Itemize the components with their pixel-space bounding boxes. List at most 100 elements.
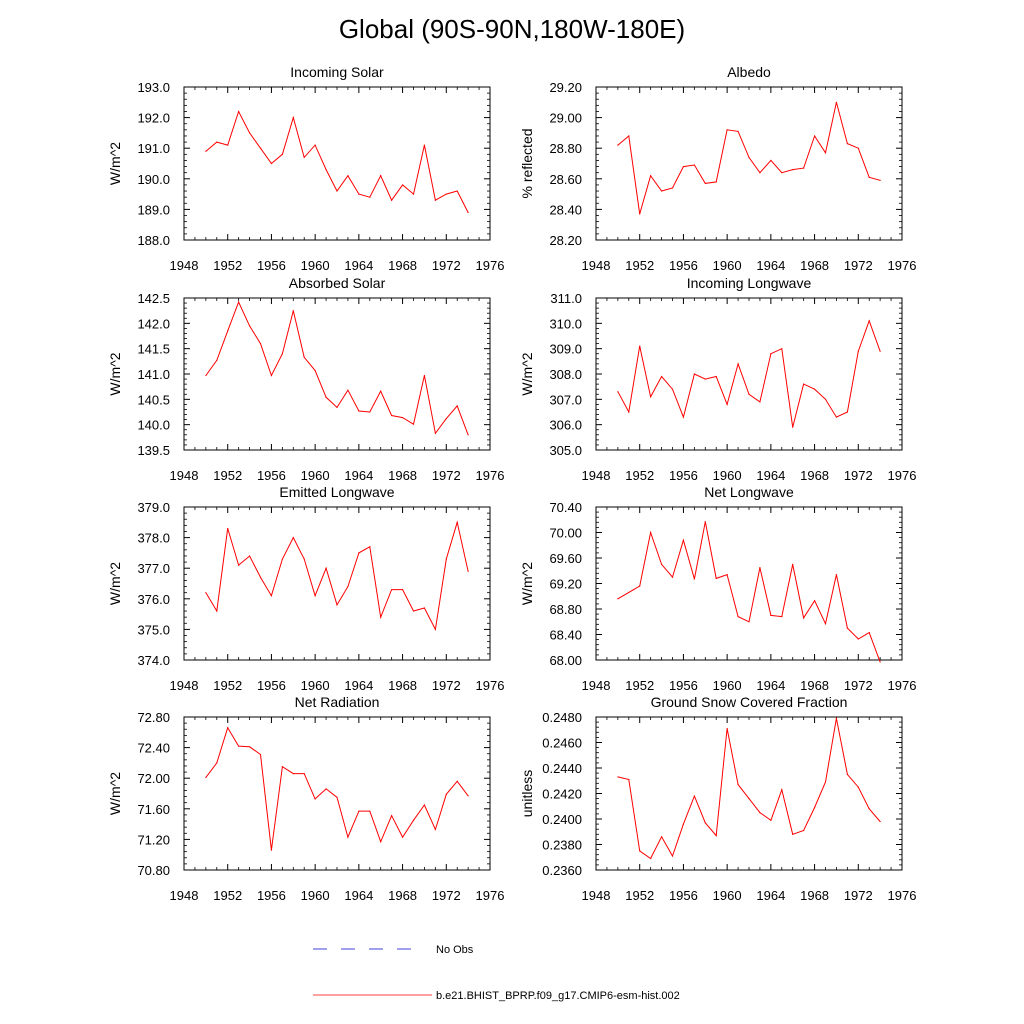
data-point	[369, 196, 371, 198]
y-tick-label: 141.0	[137, 367, 170, 382]
data-point	[445, 793, 447, 795]
data-point	[314, 798, 316, 800]
x-tick-label: 1972	[844, 258, 873, 273]
x-tick-label: 1964	[344, 258, 373, 273]
data-point	[434, 199, 436, 201]
data-point	[748, 798, 750, 800]
data-point	[456, 521, 458, 523]
data-point	[846, 773, 848, 775]
data-point	[380, 175, 382, 177]
data-point	[715, 577, 717, 580]
data-point	[781, 172, 783, 174]
plot-frame	[595, 716, 903, 871]
x-tick-label: 1972	[432, 468, 461, 483]
data-point	[803, 167, 805, 169]
x-tick-label: 1956	[669, 258, 698, 273]
data-point	[423, 374, 426, 377]
data-point	[726, 403, 728, 405]
x-tick-label: 1968	[800, 888, 829, 903]
data-point	[879, 179, 881, 181]
data-point	[423, 804, 426, 806]
data-point	[781, 616, 783, 618]
data-point	[270, 374, 273, 377]
data-point	[248, 325, 251, 327]
x-tick-label: 1972	[432, 258, 461, 273]
data-point	[216, 141, 218, 143]
x-tick-label: 1960	[301, 258, 330, 273]
data-point	[358, 410, 360, 412]
data-point	[238, 564, 240, 566]
data-point	[824, 623, 827, 625]
x-tick-label: 1960	[301, 888, 330, 903]
y-tick-label: 68.00	[549, 653, 582, 668]
y-tick-label: 189.0	[137, 202, 170, 217]
x-tick-label: 1952	[213, 678, 242, 693]
data-point	[639, 345, 641, 347]
data-point	[868, 176, 870, 178]
x-tick-label: 1960	[713, 678, 742, 693]
data-point	[270, 162, 273, 165]
y-tick-label: 69.20	[549, 577, 582, 592]
y-axis-label: W/m^2	[107, 772, 123, 815]
x-tick-label: 1964	[756, 888, 785, 903]
x-tick-label: 1948	[582, 468, 611, 483]
data-point	[391, 589, 393, 591]
data-point	[216, 359, 218, 361]
y-tick-label: 28.40	[549, 202, 582, 217]
data-point	[401, 416, 404, 419]
data-point	[660, 190, 663, 192]
data-point	[639, 585, 641, 587]
y-axis-label: W/m^2	[519, 352, 535, 395]
series-line	[617, 102, 881, 215]
y-tick-label: 142.5	[137, 291, 170, 306]
y-tick-label: 28.60	[549, 172, 582, 187]
data-point	[259, 343, 262, 345]
y-tick-label: 68.80	[549, 602, 582, 617]
data-point	[737, 130, 739, 132]
y-tick-label: 191.0	[137, 141, 170, 156]
y-tick-label: 28.80	[549, 141, 582, 156]
data-point	[358, 552, 360, 554]
x-tick-label: 1952	[213, 888, 242, 903]
data-point	[325, 567, 327, 569]
x-tick-label: 1976	[888, 888, 917, 903]
legend-model-label: b.e21.BHIST_BPRP.f09_g17.CMIP6-esm-hist.…	[436, 990, 680, 1002]
plot-frame	[183, 506, 491, 661]
x-tick-label: 1952	[625, 258, 654, 273]
x-tick-label: 1948	[582, 888, 611, 903]
data-point	[857, 638, 859, 640]
data-point	[693, 795, 695, 797]
x-tick-label: 1964	[756, 258, 785, 273]
plot-frame	[595, 297, 903, 451]
data-point	[380, 390, 382, 392]
data-point	[671, 576, 674, 578]
data-point	[682, 539, 685, 541]
x-tick-label: 1968	[800, 258, 829, 273]
y-tick-label: 0.2460	[542, 736, 582, 751]
y-axis-label: unitless	[519, 770, 535, 817]
data-point	[205, 150, 207, 152]
legend: No Obs b.e21.BHIST_BPRP.f09_g17.CMIP6-es…	[313, 944, 680, 1002]
data-point	[336, 406, 338, 409]
data-point	[704, 378, 706, 380]
chart-title: Ground Snow Covered Fraction	[651, 694, 848, 710]
data-point	[238, 110, 240, 113]
data-point	[628, 778, 630, 781]
y-tick-label: 308.0	[549, 367, 582, 382]
y-tick-label: 0.2400	[542, 812, 582, 827]
data-point	[412, 193, 415, 195]
x-tick-label: 1956	[669, 678, 698, 693]
data-point	[650, 175, 652, 177]
y-axis-label: W/m^2	[107, 562, 123, 605]
y-tick-label: 193.0	[137, 80, 170, 95]
data-point	[314, 369, 316, 372]
data-point	[759, 812, 761, 814]
data-point	[380, 616, 382, 618]
x-tick-label: 1948	[582, 258, 611, 273]
y-tick-label: 140.0	[137, 418, 170, 433]
data-point	[660, 836, 663, 838]
data-point	[391, 414, 393, 417]
legend-obs-label: No Obs	[436, 944, 474, 956]
data-point	[879, 350, 881, 352]
